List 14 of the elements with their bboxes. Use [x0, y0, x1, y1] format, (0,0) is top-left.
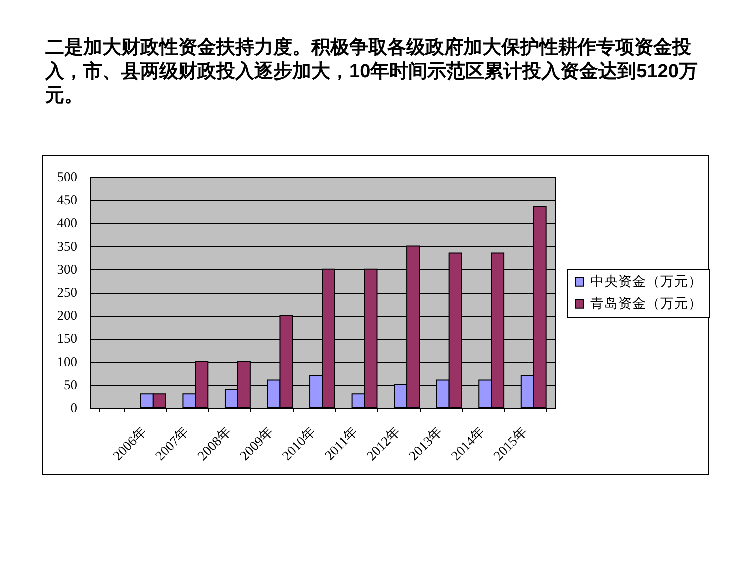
y-tick-label: 100 — [57, 354, 78, 370]
y-tick-label: 450 — [57, 192, 78, 208]
y-tick-label: 150 — [57, 331, 78, 346]
y-tick-label: 50 — [64, 377, 78, 392]
y-tick-label: 250 — [57, 285, 78, 300]
y-tick-label: 300 — [57, 262, 78, 277]
y-tick-label: 200 — [57, 308, 78, 324]
legend-label: 青岛资金（万元） — [590, 296, 702, 312]
y-tick-label: 400 — [57, 216, 78, 231]
y-tick-label: 350 — [57, 238, 78, 254]
chart-title: 二是加大财政性资金扶持力度。积极争取各级政府加大保护性耕作专项资金投入，市、县两级财政投入逐步加大，10年时间示范区累计投入资金达到5120万元。 — [44, 36, 698, 106]
y-tick-label: 500 — [57, 170, 78, 184]
y-tick-label: 0 — [70, 400, 78, 416]
legend-label: 中央资金（万元） — [590, 274, 702, 290]
